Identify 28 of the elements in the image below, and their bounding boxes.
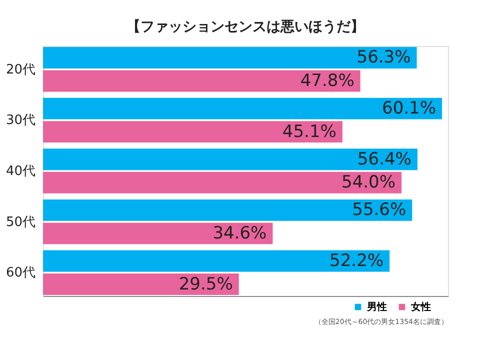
bar	[43, 172, 402, 194]
data-label: 47.8%	[300, 71, 354, 92]
data-label: 54.0%	[342, 172, 396, 193]
bar	[43, 222, 273, 244]
bar	[43, 148, 418, 170]
bar	[43, 70, 360, 92]
data-label: 55.6%	[352, 200, 406, 220]
bar	[43, 121, 342, 143]
bar	[43, 250, 390, 272]
data-label: 29.5%	[178, 274, 233, 294]
data-label: 56.3%	[356, 48, 411, 68]
y-tick-label: 30代	[6, 113, 36, 128]
data-label: 56.4%	[357, 149, 412, 170]
data-label: 52.2%	[330, 250, 384, 271]
data-label: 60.1%	[382, 98, 436, 119]
bar	[43, 98, 442, 120]
bar	[43, 274, 239, 295]
data-label: 34.6%	[212, 223, 267, 244]
legend-label: 女性	[410, 301, 431, 313]
y-tick-label: 50代	[6, 214, 36, 230]
chart-title: 【ファッションセンスは悪いほうだ】	[126, 19, 364, 35]
y-tick-label: 20代	[6, 62, 36, 78]
bar	[43, 199, 412, 221]
y-tick-label: 60代	[6, 266, 36, 281]
bar	[43, 47, 417, 68]
legend-label: 男性	[366, 301, 387, 313]
y-tick-label: 40代	[6, 164, 36, 179]
data-label: 45.1%	[282, 122, 336, 142]
